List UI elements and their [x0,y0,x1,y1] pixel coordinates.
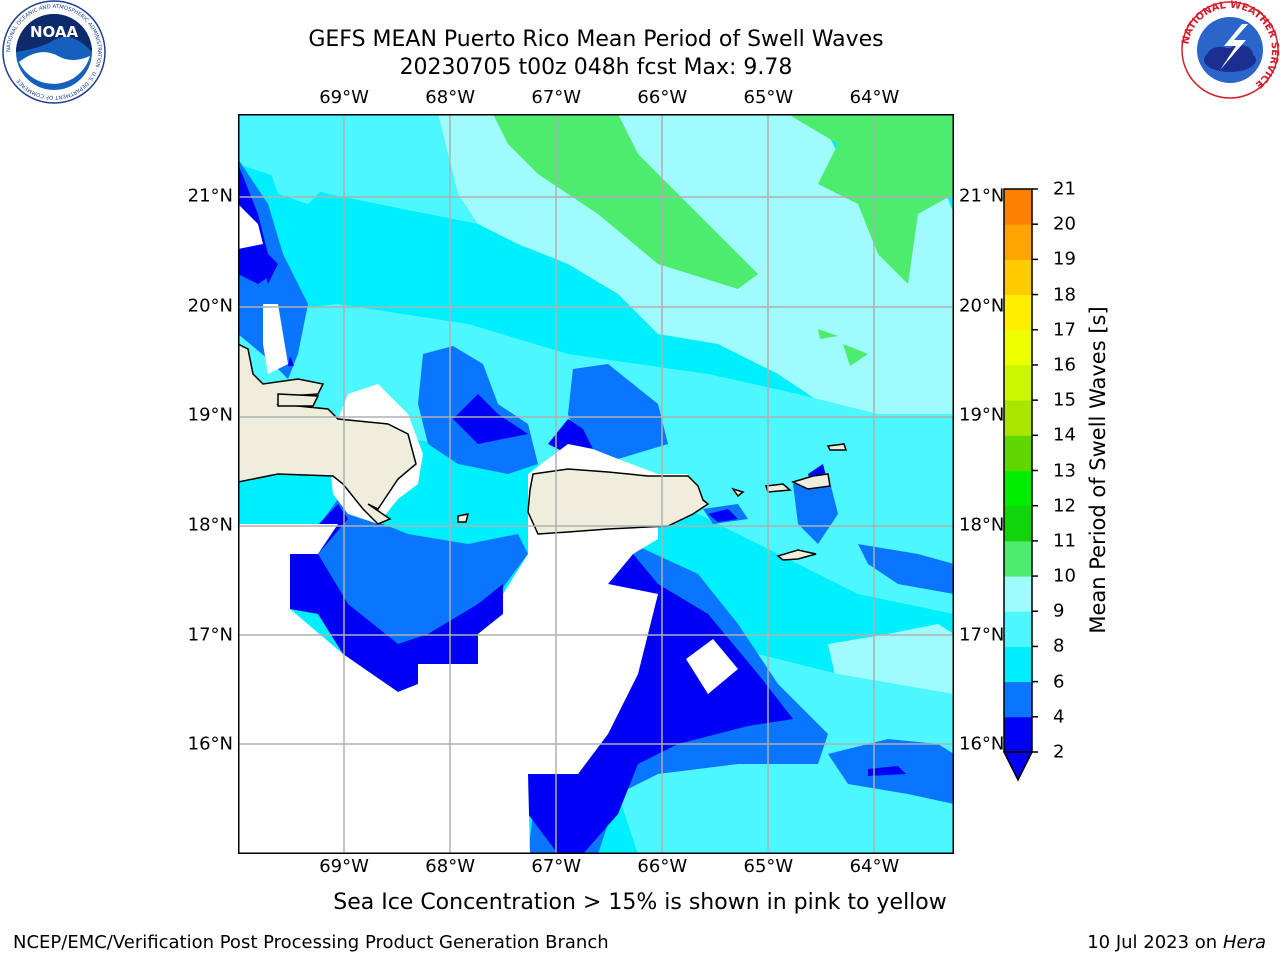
lon-tick-bottom: 64°W [849,856,900,877]
colorbar-cell [1004,505,1032,542]
colorbar-cell [1004,540,1032,577]
colorbar-cell [1004,646,1032,683]
footer-host: Hera [1222,932,1266,953]
colorbar-tick-label: 19 [1053,248,1076,270]
anegada [826,443,848,451]
colorbar-tick-label: 15 [1053,389,1076,411]
footer-credit: NCEP/EMC/Verification Post Processing Pr… [13,932,609,953]
lon-tick-bottom: 65°W [743,856,794,877]
lon-tick-bottom: 68°W [425,856,475,877]
colorbar-extend-min [1002,751,1034,782]
colorbar-tick-label: 17 [1053,319,1076,341]
colorbar-cell [1004,329,1032,366]
hispaniola [238,343,417,525]
lon-tick-top: 64°W [849,87,900,108]
lat-tick-left: 17°N [187,624,233,646]
map-border [238,114,954,854]
lon-tick-top: 69°W [319,87,369,108]
puerto-rico [527,468,710,535]
colorbar-tick-label: 16 [1053,354,1076,376]
colorbar-tick-label: 9 [1053,600,1065,622]
lon-tick-bottom: 66°W [637,856,688,877]
lat-tick-right: 20°N [959,295,1005,317]
colorbar-cell [1004,576,1032,612]
colorbar-tick-label: 4 [1053,706,1065,728]
footer-date: 10 Jul 2023 on Hera [1087,932,1266,953]
colorbar-tick-label: 6 [1053,671,1065,693]
lat-tick-right: 17°N [959,624,1005,646]
colorbar-cell [1004,400,1032,436]
lat-tick-right: 19°N [959,404,1005,426]
colorbar-tick-label: 12 [1053,495,1076,517]
nws-logo: NATIONAL WEATHER SERVICE [1180,0,1280,99]
colorbar-tick-label: 11 [1053,530,1076,552]
lat-tick-right: 21°N [959,185,1005,207]
colorbar-cell [1004,470,1032,507]
colorbar-tick-label: 21 [1053,178,1076,200]
lon-tick-bottom: 67°W [531,856,582,877]
colorbar-tick-label: 8 [1053,635,1065,657]
lon-tick-top: 67°W [531,87,582,108]
colorbar-cell [1004,259,1032,296]
colorbar-cell [1004,294,1032,331]
lon-tick-bottom: 69°W [319,856,369,877]
lon-tick-top: 68°W [425,87,475,108]
virgin-islands [790,473,831,490]
colorbar-cell [1004,716,1032,753]
chart-title: GEFS MEAN Puerto Rico Mean Period of Swe… [308,27,884,52]
colorbar-tick-label: 10 [1053,565,1076,587]
colorbar-tick-label: 2 [1053,741,1065,763]
colorbar-cell [1004,224,1032,260]
chart-subtitle: 20230705 t00z 048h fcst Max: 9.78 [399,55,793,80]
lon-tick-top: 66°W [637,87,688,108]
lat-tick-left: 19°N [187,404,233,426]
culebra [731,487,745,498]
colorbar-cell [1004,435,1032,471]
st-croix [776,549,817,561]
lat-tick-right: 16°N [959,733,1005,755]
footer-date-text: 10 Jul 2023 on [1087,932,1223,953]
noaa-logo: NOAA NATIONAL OCEANIC AND ATMOSPHERIC AD… [2,0,106,104]
colorbar-tick-label: 18 [1053,284,1076,306]
colorbar-cell [1004,364,1032,401]
colorbar-tick-label: 20 [1053,213,1076,235]
lat-tick-left: 20°N [187,295,233,317]
land-layer [238,343,848,561]
swell-period-map [238,114,954,854]
colorbar-cell [1004,189,1032,225]
colorbar-tick-label: 14 [1053,424,1076,446]
hispaniola-peninsula [277,393,320,407]
sea-ice-note: Sea Ice Concentration > 15% is shown in … [333,890,947,915]
lat-tick-right: 18°N [959,514,1005,536]
lat-tick-left: 18°N [187,514,233,536]
colorbar-cell [1004,681,1032,718]
graticule [238,114,954,854]
colorbar [1002,188,1038,782]
colorbar-title: Mean Period of Swell Waves [s] [1086,306,1110,634]
noaa-logo-text: NOAA [30,23,79,41]
contour-layer [238,114,954,854]
colorbar-cell [1004,611,1032,647]
mona-island [457,513,470,523]
colorbar-tick-label: 13 [1053,460,1076,481]
lat-tick-left: 21°N [187,185,233,207]
lon-tick-top: 65°W [743,87,794,108]
lat-tick-left: 16°N [187,733,233,755]
